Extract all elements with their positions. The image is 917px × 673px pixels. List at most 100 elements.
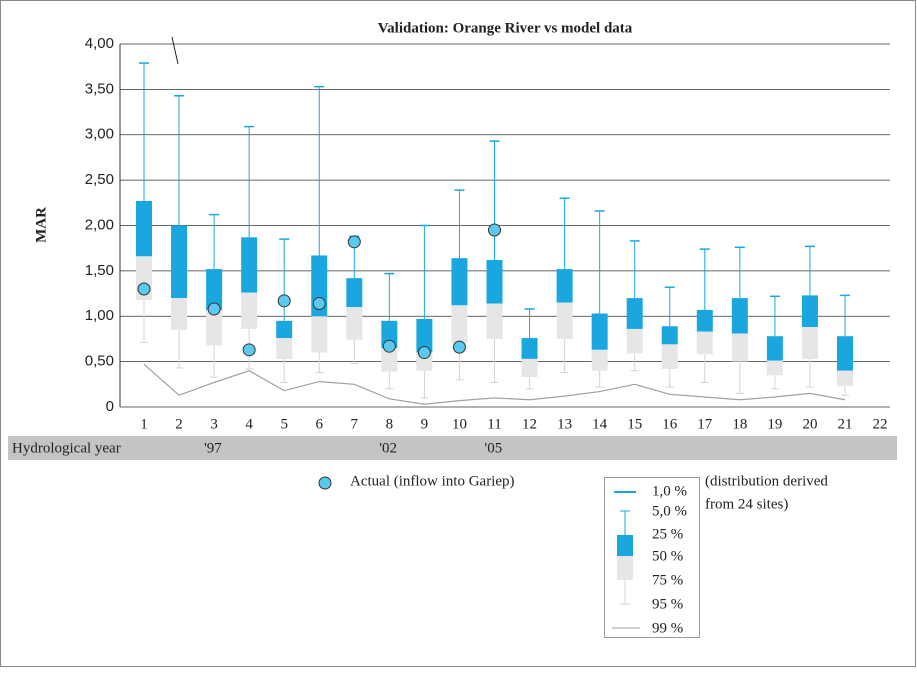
x-tick-label: 16 bbox=[662, 416, 678, 432]
legend-label: 95 % bbox=[652, 596, 683, 612]
legend-label: 50 % bbox=[652, 548, 683, 564]
box-upper bbox=[346, 278, 363, 308]
box-upper bbox=[731, 298, 748, 334]
box-lower bbox=[171, 298, 188, 330]
box-upper bbox=[521, 338, 538, 359]
box-lower bbox=[311, 316, 328, 353]
chart-title: Validation: Orange River vs model data bbox=[378, 20, 633, 36]
y-tick-label: 4,00 bbox=[85, 35, 114, 52]
y-tick-label: 2,00 bbox=[85, 216, 114, 233]
year-label: '97 bbox=[204, 440, 222, 456]
legend-dot bbox=[318, 476, 332, 490]
x-tick-label: 9 bbox=[421, 416, 429, 432]
x-tick-label: 14 bbox=[592, 416, 608, 432]
year-band bbox=[8, 436, 897, 460]
box-lower bbox=[486, 303, 503, 339]
box-lower bbox=[801, 327, 818, 359]
box-lower bbox=[626, 328, 643, 354]
box-upper bbox=[276, 320, 293, 339]
legend-note: from 24 sites) bbox=[705, 496, 788, 512]
box-lower bbox=[661, 344, 678, 369]
x-tick-label: 2 bbox=[175, 416, 183, 432]
box-upper bbox=[416, 318, 433, 353]
legend-label: 1,0 % bbox=[652, 483, 687, 499]
box-lower bbox=[731, 333, 748, 362]
actual-dot bbox=[277, 294, 291, 308]
stray-mark bbox=[171, 36, 179, 65]
y-axis-label: MAR bbox=[33, 207, 49, 243]
box-upper bbox=[837, 336, 853, 371]
line-99 bbox=[143, 363, 846, 405]
box-lower bbox=[837, 370, 853, 387]
box-upper bbox=[206, 269, 223, 310]
x-tick-label: 7 bbox=[351, 416, 359, 432]
legend-label: 5,0 % bbox=[652, 503, 687, 519]
box-lower bbox=[521, 358, 538, 378]
actual-dot bbox=[312, 297, 326, 311]
y-tick-label: 1,00 bbox=[85, 307, 114, 324]
box-lower bbox=[591, 349, 608, 371]
box-upper bbox=[801, 295, 818, 328]
y-tick-label: 0,50 bbox=[85, 353, 114, 370]
x-tick-label: 20 bbox=[802, 416, 817, 432]
x-tick-label: 1 bbox=[140, 416, 148, 432]
x-tick-label: 17 bbox=[697, 416, 713, 432]
box-lower bbox=[346, 307, 363, 340]
actual-dot bbox=[242, 343, 256, 357]
box-upper bbox=[766, 336, 783, 361]
x-tick-label: 10 bbox=[452, 416, 467, 432]
actual-dot bbox=[137, 282, 151, 296]
actual-dot bbox=[488, 223, 501, 237]
x-tick-label: 13 bbox=[557, 416, 572, 432]
y-tick-label: 3,50 bbox=[85, 80, 114, 97]
x-tick-label: 19 bbox=[767, 416, 782, 432]
actual-dot bbox=[417, 346, 431, 360]
band-label: Hydrological year bbox=[12, 440, 121, 456]
legend-glyph bbox=[617, 556, 633, 580]
box-lower bbox=[451, 305, 468, 344]
legend-label: 99 % bbox=[652, 620, 683, 636]
box-lower bbox=[206, 309, 223, 346]
box-lower bbox=[766, 360, 783, 376]
box-upper bbox=[171, 225, 188, 299]
box-lower bbox=[696, 331, 713, 355]
box-lower bbox=[556, 302, 573, 339]
y-tick-label: 0 bbox=[106, 398, 114, 415]
legend-glyph bbox=[617, 535, 633, 556]
legend-actual: Actual (inflow into Gariep) bbox=[350, 473, 515, 489]
box-upper bbox=[591, 313, 608, 350]
box-lower bbox=[381, 348, 398, 372]
box-upper bbox=[556, 269, 573, 303]
x-tick-label: 12 bbox=[522, 416, 537, 432]
actual-dot bbox=[347, 235, 361, 249]
x-tick-label: 5 bbox=[280, 416, 288, 432]
actual-dot bbox=[382, 339, 396, 353]
box-upper bbox=[696, 309, 713, 332]
x-tick-label: 15 bbox=[627, 416, 642, 432]
year-label: '02 bbox=[379, 440, 397, 456]
box-upper bbox=[661, 326, 678, 345]
box-upper bbox=[451, 258, 468, 306]
legend-note: (distribution derived bbox=[705, 473, 828, 489]
y-tick-label: 1,50 bbox=[85, 262, 114, 279]
legend-box bbox=[604, 477, 700, 638]
x-tick-label: 21 bbox=[838, 416, 853, 432]
box-lower bbox=[276, 338, 293, 359]
box-lower bbox=[241, 292, 258, 329]
box-upper bbox=[486, 259, 503, 304]
actual-dot bbox=[207, 302, 221, 316]
legend-label: 25 % bbox=[652, 526, 683, 542]
actual-dot bbox=[452, 340, 466, 354]
x-tick-label: 6 bbox=[316, 416, 324, 432]
legend-label: 75 % bbox=[652, 572, 683, 588]
x-tick-label: 8 bbox=[386, 416, 394, 432]
box-upper bbox=[241, 237, 258, 293]
box-upper bbox=[136, 200, 152, 257]
x-tick-label: 22 bbox=[873, 416, 888, 432]
box-upper bbox=[626, 298, 643, 329]
x-tick-label: 18 bbox=[732, 416, 747, 432]
x-tick-label: 3 bbox=[210, 416, 218, 432]
y-tick-label: 2,50 bbox=[85, 171, 114, 188]
x-tick-label: 4 bbox=[245, 416, 253, 432]
